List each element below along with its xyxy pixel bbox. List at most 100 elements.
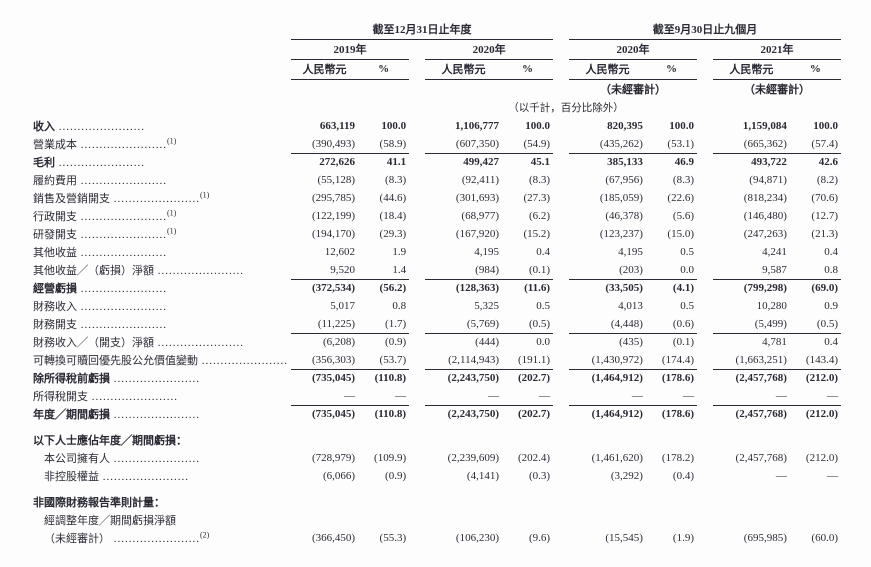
val-fin_inc-2-amt: 4,013 (569, 297, 646, 315)
val-cogs-0-amt: (390,493) (291, 135, 358, 153)
val-other_gl-2-amt: (203) (569, 261, 646, 279)
val-fulfil-2-pct: (8.3) (646, 171, 697, 189)
row-tax: 所得稅開支———————— (30, 387, 841, 405)
label-conv: 可轉換可贖回優先股公允價值變動 (30, 351, 291, 369)
val-gross-2-amt: 385,133 (569, 153, 646, 171)
label-loss_before_tax: 除所得稅前虧損 (30, 369, 291, 387)
row-fin_net: 財務收入╱（開支）淨額(6,208)(0.9)(444)0.0(435)(0.1… (30, 333, 841, 351)
val-period_loss-1-amt: (2,243,750) (425, 405, 502, 423)
row-op_loss: 經營虧損(372,534)(56.2)(128,363)(11.6)(33,50… (30, 279, 841, 297)
val-fin_net-1-pct: 0.0 (502, 333, 553, 351)
val-admin-1-pct: (6.2) (502, 207, 553, 225)
val-other_inc-0-pct: 1.9 (358, 243, 409, 261)
header-year-row: 2019年 2020年 2020年 2021年 (30, 40, 841, 60)
val-rd-1-pct: (15.2) (502, 225, 553, 243)
label-attrib_hdr: 以下人士應佔年度╱期間虧損： (30, 431, 291, 449)
val-conv-1-amt: (2,114,943) (425, 351, 502, 369)
val-fin_exp-0-amt: (11,225) (291, 315, 358, 333)
label-selling: 銷售及營銷開支(1) (30, 189, 291, 207)
row-other_inc: 其他收益12,6021.94,1950.44,1950.54,2410.4 (30, 243, 841, 261)
val-nci-2-amt: (3,292) (569, 467, 646, 485)
row-admin: 行政開支(1)(122,199)(18.4)(68,977)(6.2)(46,3… (30, 207, 841, 225)
val-selling-2-amt: (185,059) (569, 189, 646, 207)
row-selling: 銷售及營銷開支(1)(295,785)(44.6)(301,693)(27.3)… (30, 189, 841, 207)
val-revenue-3-amt: 1,159,084 (713, 117, 790, 135)
val-op_loss-1-pct: (11.6) (502, 279, 553, 297)
row-loss_before_tax: 除所得稅前虧損(735,045)(110.8)(2,243,750)(202.7… (30, 369, 841, 387)
val-owners-0-amt: (728,979) (291, 449, 358, 467)
val-period_loss-0-pct: (110.8) (358, 405, 409, 423)
val-fin_inc-3-amt: 10,280 (713, 297, 790, 315)
val-admin-0-amt: (122,199) (291, 207, 358, 225)
val-op_loss-0-pct: (56.2) (358, 279, 409, 297)
unit-note: （以千計，百分比除外） (291, 98, 841, 117)
val-adj_loss-1-pct: (9.6) (502, 529, 553, 547)
val-conv-3-amt: (1,663,251) (713, 351, 790, 369)
val-cogs-2-pct: (53.1) (646, 135, 697, 153)
val-period_loss-2-amt: (1,464,912) (569, 405, 646, 423)
val-period_loss-2-pct: (178.6) (646, 405, 697, 423)
val-tax-2-pct: — (646, 387, 697, 405)
hdr-2019: 2019年 (291, 40, 409, 60)
val-rd-2-amt: (123,237) (569, 225, 646, 243)
val-fin_exp-1-amt: (5,769) (425, 315, 502, 333)
val-selling-0-pct: (44.6) (358, 189, 409, 207)
val-conv-3-pct: (143.4) (790, 351, 841, 369)
val-op_loss-0-amt: (372,534) (291, 279, 358, 297)
val-fin_exp-2-pct: (0.6) (646, 315, 697, 333)
val-fin_inc-2-pct: 0.5 (646, 297, 697, 315)
row-fin_exp: 財務開支(11,225)(1.7)(5,769)(0.5)(4,448)(0.6… (30, 315, 841, 333)
val-revenue-0-pct: 100.0 (358, 117, 409, 135)
val-cogs-3-amt: (665,362) (713, 135, 790, 153)
val-other_inc-3-pct: 0.4 (790, 243, 841, 261)
val-owners-2-pct: (178.2) (646, 449, 697, 467)
val-rd-3-pct: (21.3) (790, 225, 841, 243)
val-other_gl-3-pct: 0.8 (790, 261, 841, 279)
hdr-2021-9m: 2021年 (713, 40, 841, 60)
val-owners-2-amt: (1,461,620) (569, 449, 646, 467)
val-loss_before_tax-0-pct: (110.8) (358, 369, 409, 387)
val-admin-3-amt: (146,480) (713, 207, 790, 225)
val-selling-0-amt: (295,785) (291, 189, 358, 207)
val-fulfil-0-amt: (55,128) (291, 171, 358, 189)
val-loss_before_tax-2-pct: (178.6) (646, 369, 697, 387)
val-owners-3-amt: (2,457,768) (713, 449, 790, 467)
label-nci: 非控股權益 (30, 467, 291, 485)
val-gross-0-amt: 272,626 (291, 153, 358, 171)
row-fulfil: 履約費用(55,128)(8.3)(92,411)(8.3)(67,956)(8… (30, 171, 841, 189)
label-admin: 行政開支(1) (30, 207, 291, 225)
val-other_gl-0-amt: 9,520 (291, 261, 358, 279)
val-adj_loss-3-pct: (60.0) (790, 529, 841, 547)
val-rd-3-amt: (247,263) (713, 225, 790, 243)
row-fin_inc: 財務收入5,0170.85,3250.54,0130.510,2800.9 (30, 297, 841, 315)
val-nci-0-pct: (0.9) (358, 467, 409, 485)
val-cogs-1-amt: (607,350) (425, 135, 502, 153)
val-revenue-0-amt: 663,119 (291, 117, 358, 135)
val-rd-0-amt: (194,170) (291, 225, 358, 243)
val-conv-2-pct: (174.4) (646, 351, 697, 369)
label-fin_inc: 財務收入 (30, 297, 291, 315)
val-fin_exp-1-pct: (0.5) (502, 315, 553, 333)
unaudited-1: （未經審計） (569, 80, 697, 99)
row-cogs: 營業成本(1)(390,493)(58.9)(607,350)(54.9)(43… (30, 135, 841, 153)
val-selling-1-pct: (27.3) (502, 189, 553, 207)
val-op_loss-2-amt: (33,505) (569, 279, 646, 297)
row-nonifrs_hdr: 非國際財務報告準則計量： (30, 493, 841, 511)
header-unit-row: 人民幣元 % 人民幣元 % 人民幣元 % 人民幣元 % (30, 60, 841, 80)
label-rd: 研發開支(1) (30, 225, 291, 243)
val-fin_exp-3-pct: (0.5) (790, 315, 841, 333)
val-fin_net-3-pct: 0.4 (790, 333, 841, 351)
val-loss_before_tax-1-amt: (2,243,750) (425, 369, 502, 387)
label-op_loss: 經營虧損 (30, 279, 291, 297)
val-revenue-1-amt: 1,106,777 (425, 117, 502, 135)
val-revenue-1-pct: 100.0 (502, 117, 553, 135)
val-admin-2-pct: (5.6) (646, 207, 697, 225)
val-op_loss-2-pct: (4.1) (646, 279, 697, 297)
val-nci-2-pct: (0.4) (646, 467, 697, 485)
val-other_gl-2-pct: 0.0 (646, 261, 697, 279)
val-adj_loss-0-pct: (55.3) (358, 529, 409, 547)
label-tax: 所得稅開支 (30, 387, 291, 405)
val-fin_exp-2-amt: (4,448) (569, 315, 646, 333)
val-period_loss-1-pct: (202.7) (502, 405, 553, 423)
val-op_loss-3-amt: (799,298) (713, 279, 790, 297)
